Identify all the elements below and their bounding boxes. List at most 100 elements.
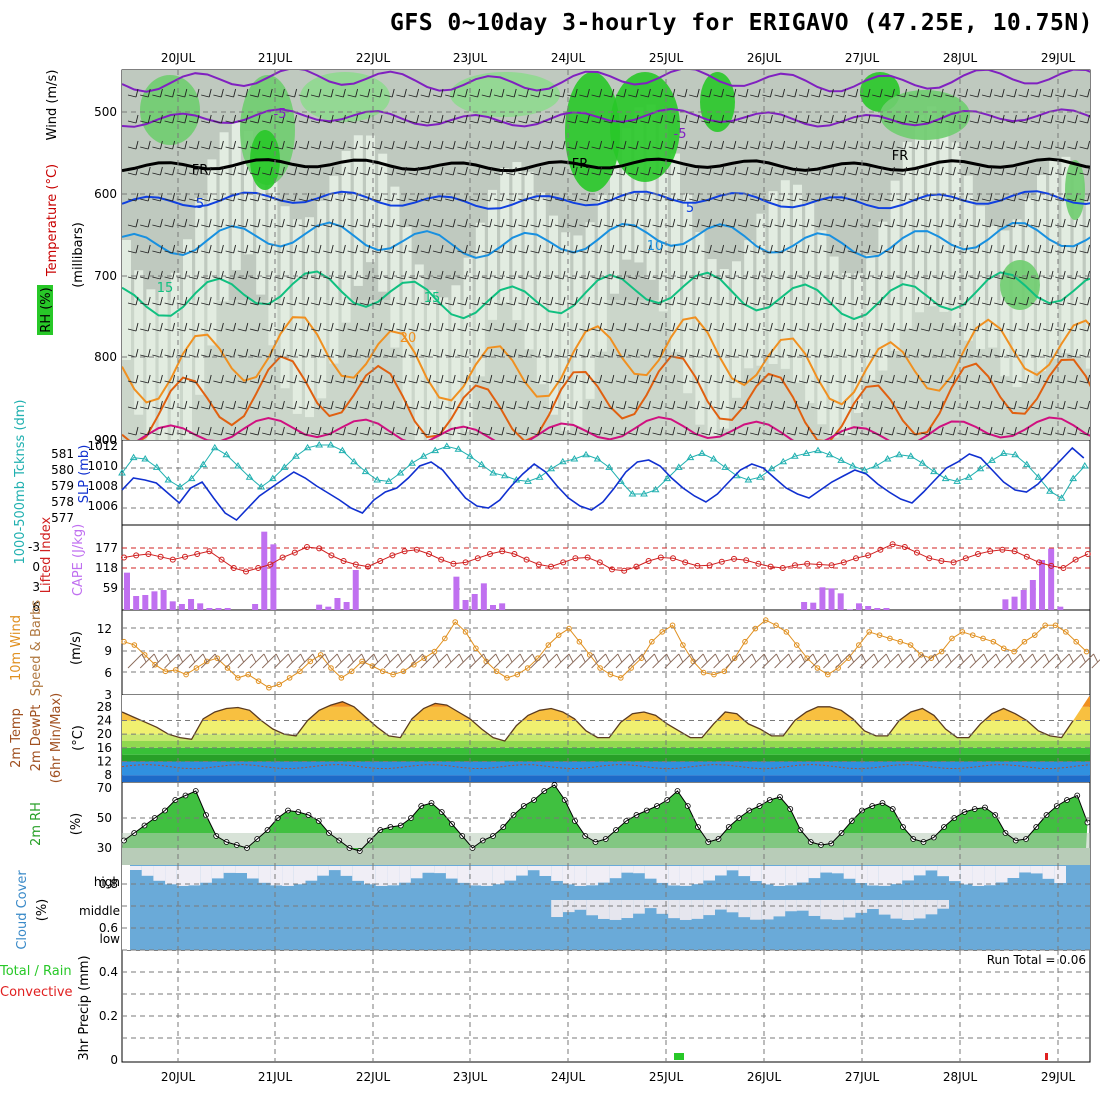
wind-barb [737, 270, 749, 280]
wind-barb [323, 426, 334, 436]
slp-tick: 1008 [87, 479, 118, 493]
wind-barb [140, 88, 151, 98]
wind-barb [908, 114, 920, 124]
wind-barb [615, 426, 627, 436]
wind-barb [140, 166, 151, 176]
wind-barb [664, 296, 676, 306]
wind-barb [164, 192, 176, 202]
wind-barb [359, 296, 371, 306]
wind-barb [676, 653, 696, 669]
wind10-unit-label: (m/s) [69, 631, 84, 665]
cloud-clear-high [188, 866, 201, 886]
wind-barb [1079, 244, 1090, 254]
contour-line [122, 270, 1090, 321]
wind-barb [408, 296, 420, 306]
cloud-clear-high [644, 866, 657, 879]
thickness-point [280, 463, 289, 470]
wind-barb [481, 400, 493, 410]
rh-low-area [268, 181, 278, 346]
wind-barb [1018, 296, 1030, 306]
cape-bar [883, 608, 890, 610]
wind-barb [554, 140, 566, 150]
wind-barb [652, 140, 664, 150]
wind-barb [628, 426, 639, 436]
wind-barb [225, 88, 237, 98]
wind-barb [945, 322, 956, 332]
wind-barb [518, 244, 529, 254]
wind-speed-point [328, 665, 334, 671]
wind-barb [750, 374, 761, 384]
temp-tick: 28 [97, 700, 112, 714]
wind-barb [872, 426, 883, 436]
wind-barb [408, 244, 420, 254]
cloud-clear-high [387, 866, 400, 886]
wind-barb [774, 374, 786, 384]
thickness-point [1069, 474, 1078, 482]
cloud-clear-high [785, 866, 797, 886]
wind-barb [298, 88, 310, 98]
wind-label: Wind (m/s) [45, 70, 60, 141]
wind-speed-point [421, 655, 427, 661]
wind-barb [1030, 88, 1042, 98]
slp-tick: 1010 [87, 459, 118, 473]
cloud-clear-high [434, 866, 446, 874]
rh-low-area [256, 153, 266, 295]
rh-low-area [634, 107, 644, 263]
wind-barb [213, 140, 224, 150]
wind-barb [872, 140, 883, 150]
wind-barb [591, 374, 603, 384]
wind-barb [323, 140, 334, 150]
wind-barb [1079, 140, 1090, 150]
wind-barb [713, 374, 725, 384]
wind-barb [225, 374, 237, 384]
wind-barb [920, 192, 932, 202]
wind-barb [567, 270, 578, 280]
wind-barb [652, 296, 664, 306]
cloud-clear-middle [574, 900, 587, 910]
cape-bar [224, 608, 231, 610]
wind-barb [859, 348, 871, 358]
wind-barb [603, 166, 615, 176]
lifted-index-point [499, 548, 506, 555]
wind-barb [591, 114, 603, 124]
wind-barb [652, 244, 664, 254]
wind-barb [286, 166, 298, 176]
rh-low-area [597, 194, 607, 352]
wind-barb [652, 348, 664, 358]
wind-barb [176, 140, 188, 150]
wind-barb [408, 166, 420, 176]
wind-barb [957, 244, 969, 254]
wind-barb [835, 244, 847, 254]
wind-barb [493, 374, 505, 384]
wind-barb [689, 244, 700, 254]
cloud-clear-high [153, 866, 166, 881]
wind-barb [725, 114, 737, 124]
rh-low-area [524, 171, 534, 350]
wind-barb [237, 270, 249, 280]
wind-barb [408, 426, 420, 436]
wind-barb [1055, 140, 1066, 150]
wind-barb [152, 426, 163, 436]
cloud-clear-high [995, 866, 1008, 883]
wind-barb [396, 270, 407, 280]
wind-barb [274, 426, 285, 436]
rh-low-area [195, 198, 205, 395]
wind-barb [615, 400, 627, 410]
wind-barb [1018, 244, 1030, 254]
panel-frame [121, 439, 1091, 526]
wind-barb [274, 140, 285, 150]
wind-barb [750, 400, 761, 410]
cape-bar [197, 603, 204, 610]
cloud-clear-high [340, 866, 353, 876]
wind-barb [432, 140, 444, 150]
li-tick: -3 [28, 540, 40, 554]
wind-barb [469, 400, 481, 410]
wind-barb [408, 270, 420, 280]
wind-barb [774, 218, 786, 228]
wind-barb [737, 140, 749, 150]
wind-barb [957, 653, 977, 669]
wind-barb [884, 374, 895, 384]
cloud-clear-high [633, 866, 645, 874]
cloud-clear-high [247, 866, 259, 879]
contour-label: FR [192, 163, 209, 178]
